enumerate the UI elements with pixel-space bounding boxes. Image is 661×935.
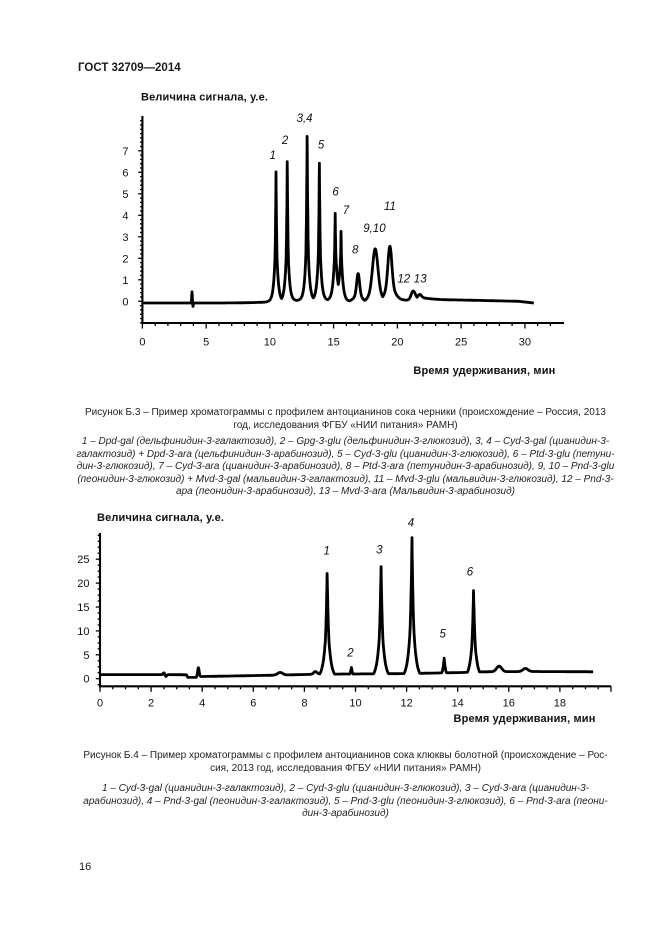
svg-text:0: 0 bbox=[122, 296, 128, 308]
svg-text:6: 6 bbox=[122, 167, 128, 179]
svg-text:1: 1 bbox=[323, 546, 329, 558]
svg-text:25: 25 bbox=[455, 337, 467, 349]
svg-text:14: 14 bbox=[452, 698, 464, 710]
svg-text:3,4: 3,4 bbox=[297, 113, 313, 125]
svg-text:6: 6 bbox=[250, 698, 256, 710]
svg-text:15: 15 bbox=[327, 337, 339, 349]
svg-text:16: 16 bbox=[503, 698, 515, 710]
svg-text:5: 5 bbox=[83, 650, 89, 662]
svg-text:5: 5 bbox=[122, 189, 128, 201]
svg-text:8: 8 bbox=[352, 245, 359, 257]
svg-text:25: 25 bbox=[77, 554, 89, 566]
svg-text:15: 15 bbox=[77, 602, 89, 614]
svg-text:10: 10 bbox=[77, 626, 89, 638]
svg-text:2: 2 bbox=[148, 698, 154, 710]
svg-text:7: 7 bbox=[343, 205, 350, 217]
svg-text:30: 30 bbox=[519, 337, 531, 349]
svg-text:5: 5 bbox=[203, 337, 209, 349]
svg-text:20: 20 bbox=[77, 578, 89, 590]
svg-text:2: 2 bbox=[281, 135, 289, 147]
svg-text:0: 0 bbox=[83, 674, 89, 686]
svg-text:2: 2 bbox=[346, 648, 354, 660]
svg-text:12: 12 bbox=[400, 698, 412, 710]
svg-text:4: 4 bbox=[199, 698, 205, 710]
svg-text:9,10: 9,10 bbox=[363, 223, 386, 235]
svg-text:Время удерживания, мин: Время удерживания, мин bbox=[453, 713, 595, 725]
svg-text:8: 8 bbox=[301, 698, 307, 710]
svg-text:13: 13 bbox=[414, 273, 427, 285]
svg-text:20: 20 bbox=[391, 337, 403, 349]
svg-text:12: 12 bbox=[397, 273, 410, 285]
svg-text:3: 3 bbox=[122, 232, 128, 244]
svg-text:1: 1 bbox=[122, 275, 128, 287]
svg-text:Время удерживания, мин: Время удерживания, мин bbox=[413, 365, 555, 377]
svg-text:4: 4 bbox=[122, 210, 128, 222]
svg-text:3: 3 bbox=[376, 544, 383, 556]
svg-text:4: 4 bbox=[408, 518, 414, 530]
svg-text:6: 6 bbox=[467, 567, 474, 579]
svg-text:11: 11 bbox=[384, 201, 396, 213]
svg-text:0: 0 bbox=[139, 337, 145, 349]
svg-text:Величина сигнала, у.е.: Величина сигнала, у.е. bbox=[141, 92, 268, 104]
svg-text:1: 1 bbox=[269, 150, 275, 162]
svg-text:18: 18 bbox=[554, 698, 566, 710]
svg-text:10: 10 bbox=[264, 337, 276, 349]
svg-text:5: 5 bbox=[439, 628, 446, 640]
svg-text:10: 10 bbox=[349, 698, 361, 710]
svg-text:2: 2 bbox=[122, 253, 128, 265]
svg-text:7: 7 bbox=[122, 146, 128, 158]
svg-text:Величина сигнала, у.е.: Величина сигнала, у.е. bbox=[97, 512, 224, 524]
svg-text:6: 6 bbox=[332, 187, 339, 199]
svg-text:0: 0 bbox=[97, 698, 103, 710]
svg-text:5: 5 bbox=[318, 140, 325, 152]
